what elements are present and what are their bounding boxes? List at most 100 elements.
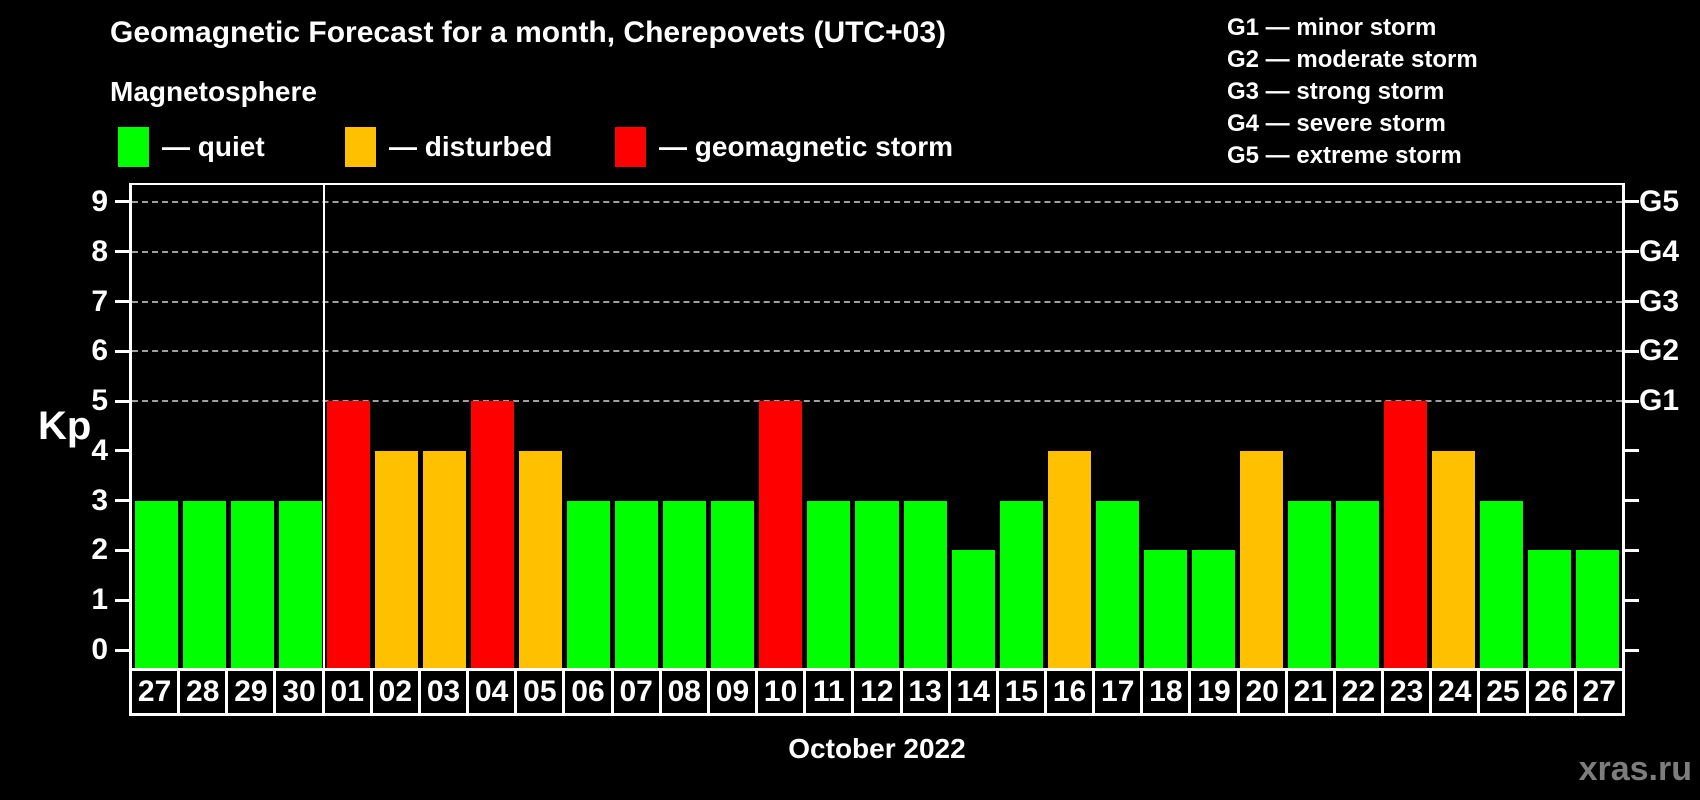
disturbed-legend-label: — disturbed bbox=[389, 131, 553, 162]
g-level-label-G1: G1 bbox=[1639, 384, 1680, 418]
y-tick-label-1: 1 bbox=[91, 583, 108, 617]
y-tick-left-4 bbox=[115, 449, 129, 453]
y-tick-right-5 bbox=[1625, 399, 1639, 403]
gridline-kp-9 bbox=[132, 200, 1622, 203]
quiet-legend-label: — quiet bbox=[162, 131, 265, 162]
y-tick-right-8 bbox=[1625, 250, 1639, 254]
gridline-kp-8 bbox=[132, 250, 1622, 253]
x-axis-day-row: 27 28 29 30 01 02 03 04 05 06 07 08 09 10 11 12 13 14 15 16… bbox=[129, 668, 1625, 716]
day-cell: 06 bbox=[562, 668, 614, 716]
kp-bar-day-25 bbox=[1480, 500, 1524, 668]
day-cell: 21 bbox=[1284, 668, 1336, 716]
y-tick-right-0 bbox=[1625, 648, 1639, 652]
kp-bar-day-12 bbox=[855, 500, 899, 668]
day-cell: 01 bbox=[321, 668, 373, 716]
kp-bar-day-09 bbox=[711, 500, 755, 668]
day-cell: 29 bbox=[225, 668, 277, 716]
plot-area: 0 1 2 3 4 5 6 7 8 9 G1 G2 G3 G4 G5 bbox=[91, 183, 1679, 668]
quiet-legend-swatch bbox=[118, 127, 149, 167]
kp-bar-day-08 bbox=[663, 500, 707, 668]
day-cell: 17 bbox=[1092, 668, 1144, 716]
x-axis-month-label: October 2022 bbox=[788, 733, 966, 764]
day-cell: 08 bbox=[658, 668, 710, 716]
day-cell: 09 bbox=[706, 668, 759, 716]
day-cell: 14 bbox=[947, 668, 999, 716]
gridline-kp-5 bbox=[132, 400, 1622, 403]
day-cell: 22 bbox=[1332, 668, 1385, 716]
day-cell: 03 bbox=[417, 668, 470, 716]
y-tick-label-8: 8 bbox=[91, 234, 108, 268]
kp-bar-day-29 bbox=[230, 500, 274, 668]
y-tick-right-6 bbox=[1625, 349, 1639, 353]
y-tick-left-9 bbox=[115, 200, 129, 204]
g-legend-line-2: G2 — moderate storm bbox=[1227, 46, 1478, 73]
day-cell: 11 bbox=[803, 668, 855, 716]
storm-legend-label: — geomagnetic storm bbox=[659, 131, 954, 162]
y-tick-label-3: 3 bbox=[91, 483, 108, 517]
g-legend-line-4: G4 — severe storm bbox=[1227, 110, 1446, 137]
y-tick-right-7 bbox=[1625, 300, 1639, 304]
kp-bar-day-13 bbox=[903, 500, 947, 668]
kp-bar-day-19 bbox=[1191, 550, 1235, 668]
y-tick-right-9 bbox=[1625, 200, 1639, 204]
kp-bar-day-18 bbox=[1143, 550, 1187, 668]
kp-bar-day-15 bbox=[999, 500, 1043, 668]
kp-bar-day-16 bbox=[1047, 450, 1091, 668]
day-cell: 18 bbox=[1140, 668, 1192, 716]
y-tick-label-4: 4 bbox=[91, 433, 108, 467]
month-boundary-line bbox=[323, 185, 326, 668]
y-axis-label: Kp bbox=[38, 404, 92, 448]
y-tick-left-6 bbox=[115, 349, 129, 353]
kp-bar-day-20 bbox=[1239, 450, 1284, 668]
y-tick-label-5: 5 bbox=[91, 384, 108, 418]
y-tick-right-3 bbox=[1625, 499, 1639, 503]
y-tick-left-8 bbox=[115, 250, 129, 254]
kp-bar-day-23 bbox=[1384, 401, 1428, 668]
g-legend-line-5: G5 — extreme storm bbox=[1227, 142, 1462, 169]
g-level-label-G5: G5 bbox=[1639, 184, 1680, 218]
chart-title: Geomagnetic Forecast for a month, Cherep… bbox=[110, 16, 947, 49]
g-level-label-G2: G2 bbox=[1639, 334, 1680, 368]
y-tick-right-4 bbox=[1625, 449, 1639, 453]
day-cell: 28 bbox=[177, 668, 229, 716]
disturbed-legend-swatch bbox=[345, 127, 376, 167]
kp-bar-day-26 bbox=[1528, 550, 1572, 668]
kp-bar-day-04 bbox=[470, 401, 514, 668]
day-cell: 23 bbox=[1381, 668, 1433, 716]
y-tick-right-2 bbox=[1625, 548, 1639, 552]
kp-bar-day-14 bbox=[951, 550, 995, 668]
kp-bar-day-05 bbox=[519, 450, 563, 668]
y-tick-left-3 bbox=[115, 499, 129, 503]
kp-bar-day-07 bbox=[615, 500, 659, 668]
kp-bar-day-24 bbox=[1432, 450, 1476, 668]
y-tick-left-0 bbox=[115, 648, 129, 652]
g-level-label-G4: G4 bbox=[1639, 234, 1680, 268]
y-tick-label-7: 7 bbox=[91, 284, 108, 318]
kp-bar-day-27 bbox=[1576, 550, 1620, 668]
kp-bar-day-22 bbox=[1336, 500, 1380, 668]
kp-bar-day-17 bbox=[1095, 500, 1139, 668]
day-cell: 30 bbox=[273, 668, 325, 716]
day-cell: 13 bbox=[899, 668, 951, 716]
g-level-label-G3: G3 bbox=[1639, 284, 1680, 318]
day-cell: 05 bbox=[514, 668, 566, 716]
kp-bar-day-01 bbox=[326, 401, 370, 668]
day-cell: 15 bbox=[995, 668, 1047, 716]
day-cell: 02 bbox=[369, 668, 421, 716]
g-legend-line-3: G3 — strong storm bbox=[1227, 78, 1445, 105]
day-cell: 04 bbox=[466, 668, 518, 716]
day-cell: 27 bbox=[129, 668, 181, 716]
kp-bar-day-28 bbox=[182, 500, 226, 668]
gridline-kp-7 bbox=[132, 300, 1622, 303]
watermark: xras.ru bbox=[1578, 750, 1692, 788]
y-tick-left-1 bbox=[115, 598, 129, 602]
y-tick-label-6: 6 bbox=[91, 334, 108, 368]
kp-bar-day-06 bbox=[567, 500, 611, 668]
storm-legend-swatch bbox=[615, 127, 646, 167]
kp-bar-day-27 bbox=[134, 500, 178, 668]
y-tick-label-2: 2 bbox=[91, 533, 108, 567]
day-cell: 07 bbox=[610, 668, 662, 716]
g-scale-legend: G1 — minor storm G2 — moderate storm G3 — … bbox=[1227, 12, 1478, 172]
kp-bar-day-10 bbox=[759, 401, 803, 668]
day-cell: 20 bbox=[1236, 668, 1288, 716]
